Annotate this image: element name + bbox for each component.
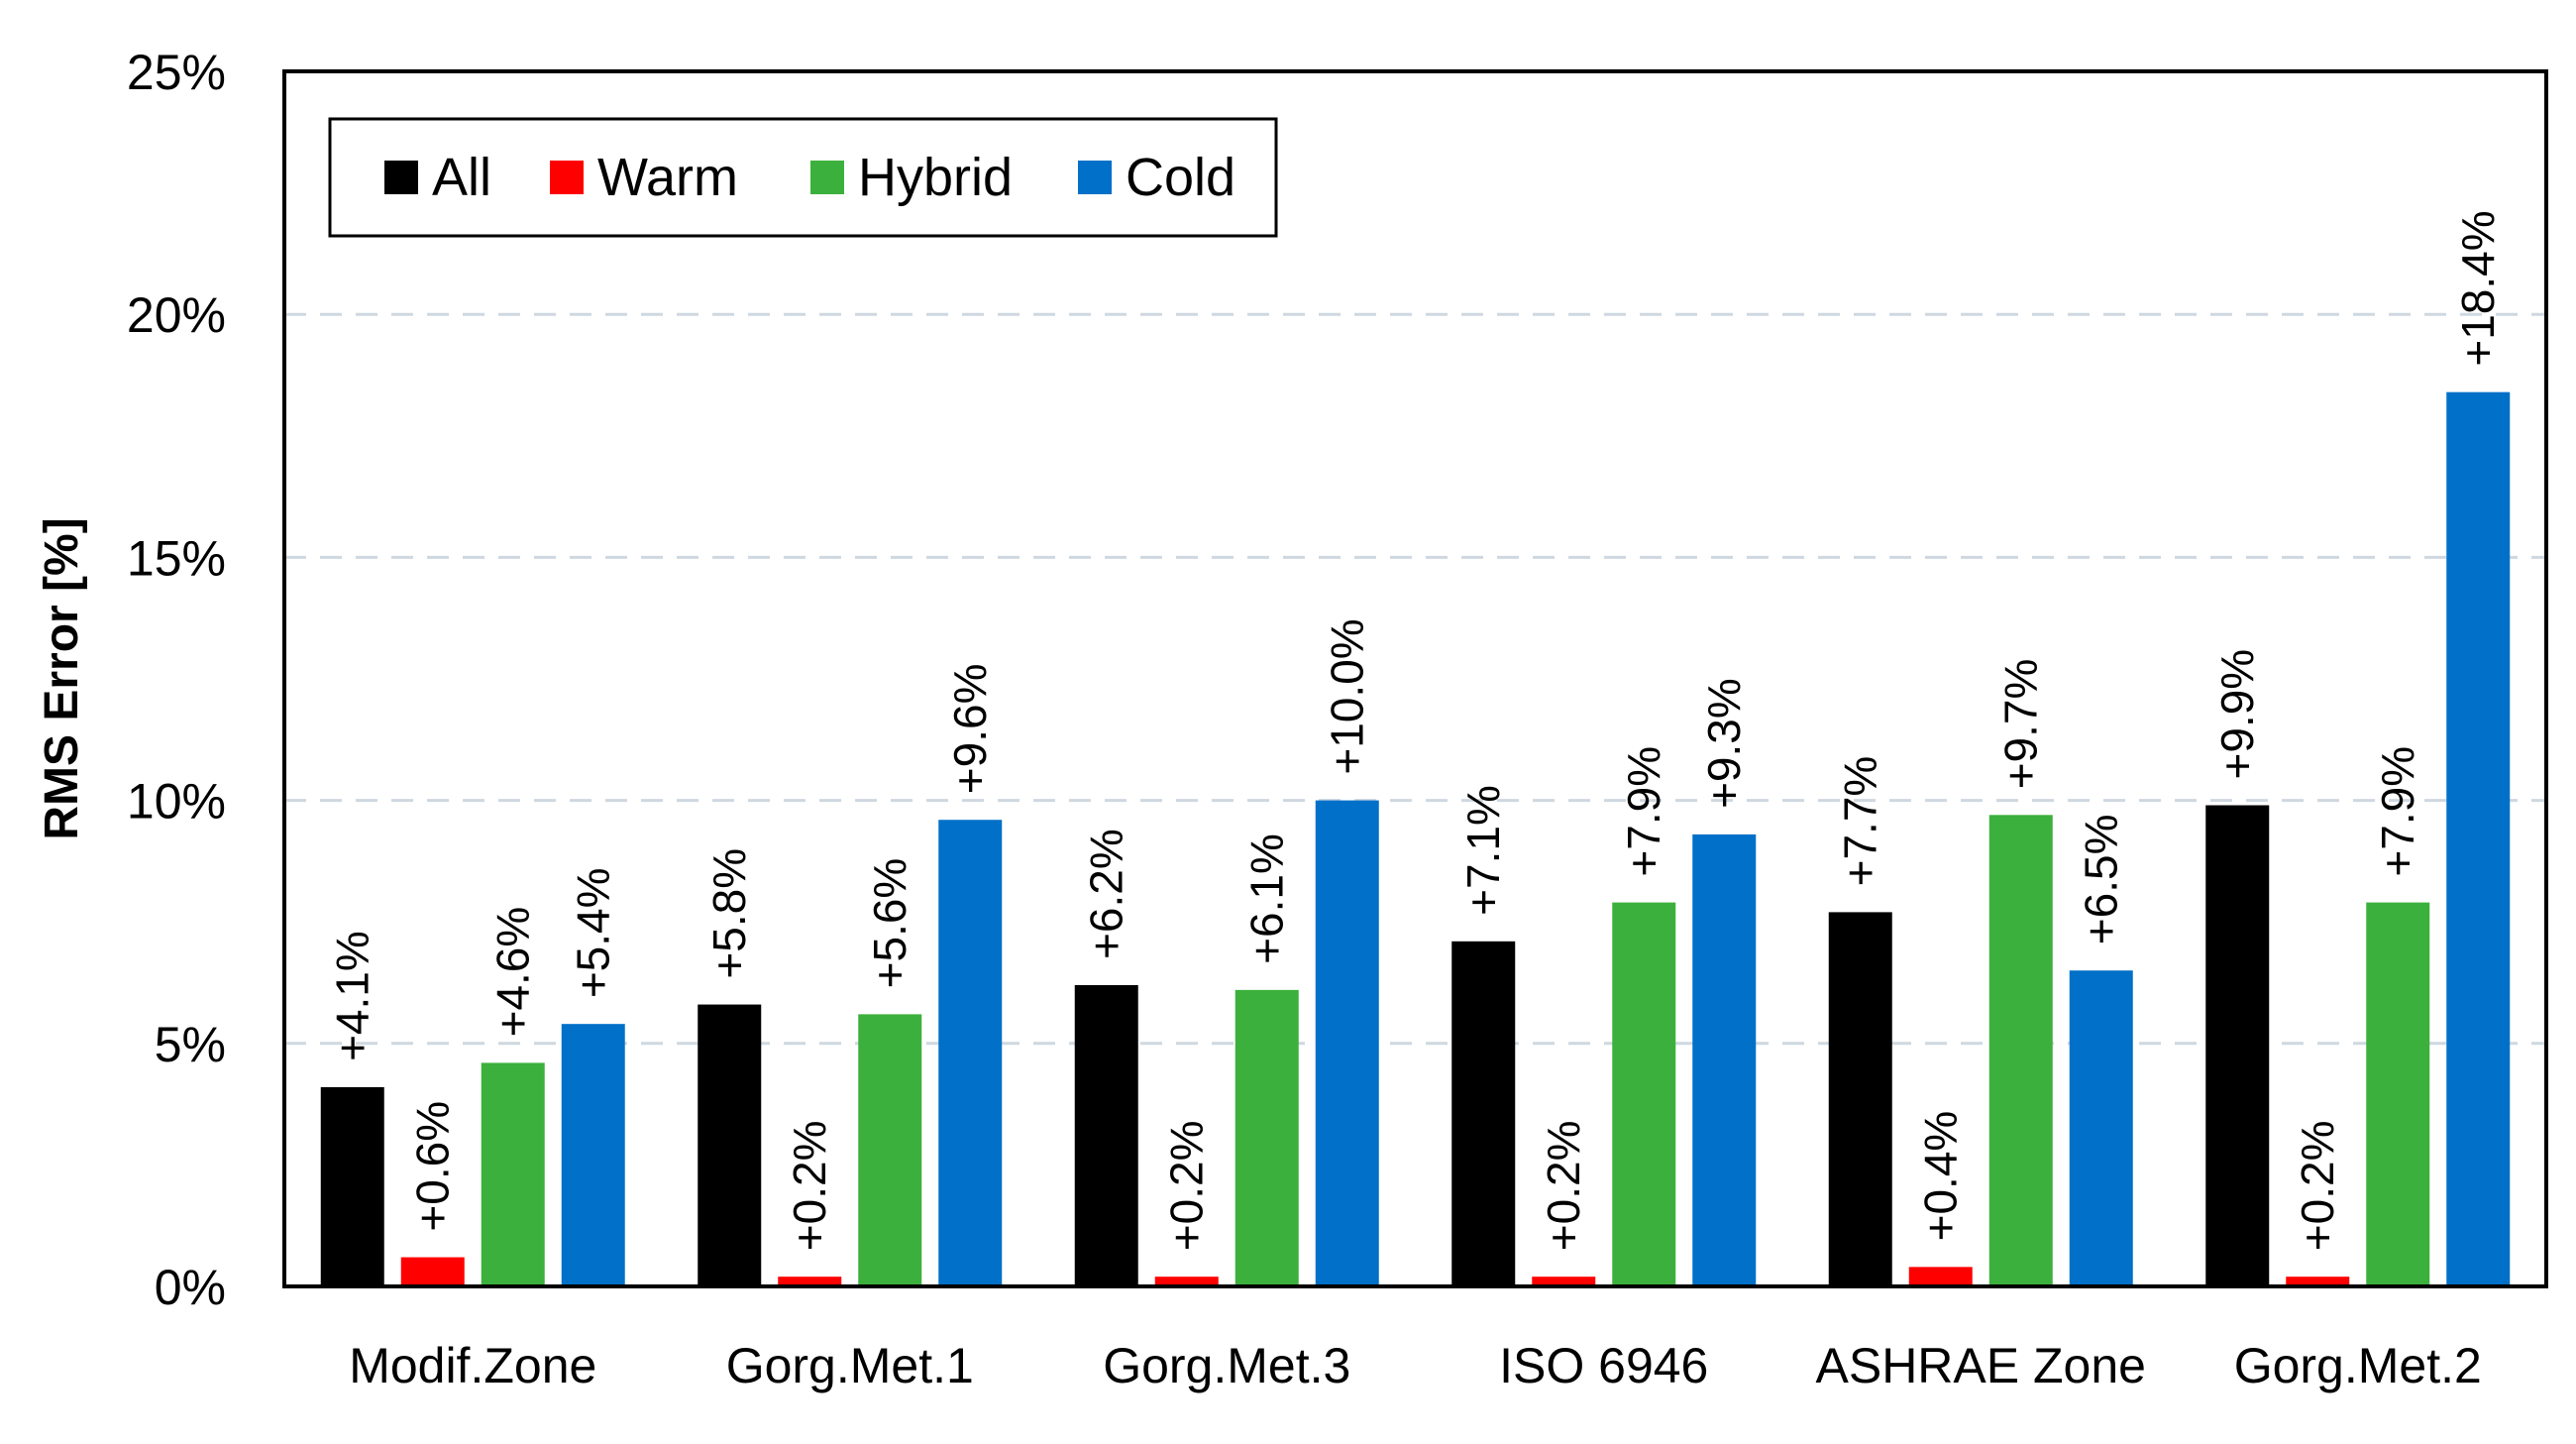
bar-hybrid-2 <box>1234 989 1299 1286</box>
y-tick-label: 15% <box>127 530 226 586</box>
value-label: +0.4% <box>1915 1111 1967 1242</box>
x-category-label: ISO 6946 <box>1499 1338 1708 1393</box>
bar-warm-0 <box>400 1257 465 1286</box>
x-category-label: Gorg.Met.2 <box>2234 1338 2482 1393</box>
value-label: +0.2% <box>1161 1120 1213 1251</box>
bar-hybrid-0 <box>481 1062 545 1286</box>
legend-label-warm: Warm <box>597 148 738 207</box>
x-category-label: Modif.Zone <box>349 1338 596 1393</box>
x-category-label: Gorg.Met.3 <box>1103 1338 1350 1393</box>
legend-swatch-warm <box>550 161 584 194</box>
bar-hybrid-5 <box>2366 902 2430 1286</box>
value-label: +10.0% <box>1322 618 1373 774</box>
value-label: +4.6% <box>487 907 539 1038</box>
bar-hybrid-3 <box>1612 902 1676 1286</box>
legend-swatch-all <box>384 161 418 194</box>
value-label: +4.1% <box>327 931 378 1061</box>
value-label: +5.8% <box>703 848 755 979</box>
legend: All Warm Hybrid Cold <box>328 117 1278 238</box>
value-label: +9.6% <box>944 663 996 794</box>
bar-cold-0 <box>561 1024 625 1286</box>
value-label: +6.5% <box>2076 815 2127 945</box>
bar-cold-3 <box>1692 833 1757 1286</box>
bar-all-3 <box>1451 941 1516 1286</box>
legend-swatch-hybrid <box>810 161 844 194</box>
value-label: +0.6% <box>407 1101 459 1232</box>
bar-hybrid-1 <box>858 1014 922 1286</box>
legend-swatch-cold <box>1078 161 1112 194</box>
bar-all-1 <box>698 1004 762 1286</box>
bar-warm-3 <box>1532 1277 1596 1286</box>
value-label: +6.1% <box>1241 833 1293 964</box>
x-axis-categories: Modif.Zone Gorg.Met.1 Gorg.Met.3 ISO 6946 AS… <box>349 1338 2482 1393</box>
value-label: +9.3% <box>1698 678 1750 809</box>
bar-cold-1 <box>938 820 1003 1286</box>
value-label: +7.1% <box>1457 785 1509 916</box>
y-tick-label: 25% <box>127 45 226 100</box>
bar-warm-4 <box>1908 1267 1973 1286</box>
legend-label-all: All <box>432 148 491 207</box>
value-label: +9.7% <box>1995 659 2047 790</box>
bar-all-0 <box>320 1086 384 1286</box>
value-label: +0.2% <box>784 1120 835 1251</box>
value-label: +7.7% <box>1835 756 1886 887</box>
bar-warm-2 <box>1154 1277 1219 1286</box>
value-label: +18.4% <box>2452 210 2504 366</box>
bar-cold-4 <box>2069 970 2133 1286</box>
value-label: +5.4% <box>568 867 619 998</box>
x-category-label: Gorg.Met.1 <box>726 1338 974 1393</box>
bar-hybrid-4 <box>1988 815 2053 1286</box>
y-tick-label: 5% <box>155 1017 226 1072</box>
bars <box>320 391 2511 1286</box>
legend-label-cold: Cold <box>1126 148 1235 207</box>
bar-all-4 <box>1828 912 1892 1286</box>
value-label: +7.9% <box>2372 746 2423 877</box>
value-label: +6.2% <box>1081 829 1132 959</box>
x-category-label: ASHRAE Zone <box>1816 1338 2146 1393</box>
legend-box <box>328 117 1278 238</box>
bar-cold-5 <box>2446 391 2511 1286</box>
plot-frame <box>282 69 2548 1288</box>
y-tick-label: 20% <box>127 287 226 343</box>
y-tick-label: 10% <box>127 774 226 830</box>
value-label: +5.6% <box>864 858 915 989</box>
gridlines <box>284 312 2546 1046</box>
bar-cold-2 <box>1315 800 1379 1286</box>
y-axis-label: RMS Error [%] <box>36 517 88 839</box>
y-tick-label: 0% <box>155 1260 226 1315</box>
bar-warm-1 <box>778 1277 842 1286</box>
value-label: +0.2% <box>1538 1120 1589 1251</box>
value-label: +7.9% <box>1618 746 1669 877</box>
y-axis-ticks: 0% 5% 10% 15% 20% 25% <box>127 45 226 1315</box>
legend-label-hybrid: Hybrid <box>858 148 1013 207</box>
value-label: +0.2% <box>2292 1120 2343 1251</box>
bar-warm-5 <box>2286 1277 2350 1286</box>
bar-all-5 <box>2205 805 2270 1286</box>
value-labels: +4.1% +0.6% +4.6% +5.4% +5.8% +0.2% +5.6% +9.6%… <box>327 210 2505 1251</box>
bar-all-2 <box>1074 984 1138 1286</box>
value-label: +9.9% <box>2211 649 2263 780</box>
